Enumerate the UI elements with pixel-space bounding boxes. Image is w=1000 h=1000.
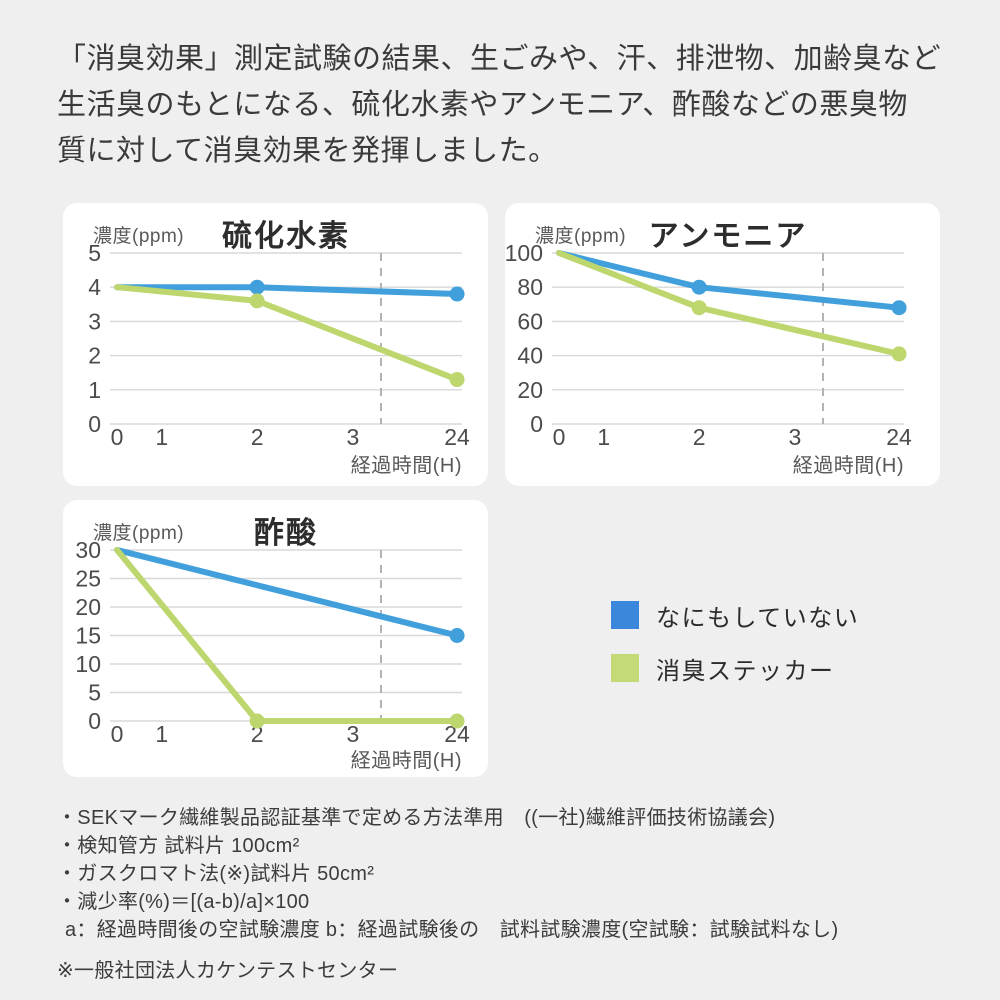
- svg-text:2: 2: [88, 343, 101, 369]
- page-title-line-2: 生活臭のもとになる、硫化水素やアンモニア、酢酸などの悪臭物: [57, 89, 908, 121]
- legend-item-deodorant-sticker: 消臭ステッカー: [611, 654, 859, 685]
- y-axis-label: 濃度(ppm): [93, 226, 185, 247]
- data-point-marker: [449, 628, 465, 643]
- x-axis-label: 経過時間(H): [350, 455, 462, 477]
- data-point-marker: [249, 293, 265, 309]
- footnote-test-center: ※一般社団法人カケンテストセンター: [57, 960, 399, 982]
- data-point-marker: [691, 279, 707, 295]
- svg-text:3: 3: [788, 424, 801, 450]
- svg-text:1: 1: [155, 721, 168, 747]
- svg-text:4: 4: [88, 274, 101, 300]
- svg-text:5: 5: [88, 680, 101, 706]
- footnote-detector-tube: ・検知管方 試料片 100cm²: [57, 835, 300, 857]
- legend-swatch-green: [611, 654, 639, 682]
- series-untreated: [556, 250, 907, 316]
- series-deodorant-sticker: [114, 284, 465, 388]
- svg-text:30: 30: [75, 538, 101, 563]
- svg-text:1: 1: [88, 377, 101, 403]
- chart-title-ammonia: アンモニア: [648, 220, 808, 253]
- data-point-marker: [691, 300, 707, 316]
- svg-text:0: 0: [530, 411, 543, 437]
- x-axis-label: 経過時間(H): [792, 455, 904, 477]
- data-point-marker: [891, 346, 907, 362]
- svg-text:3: 3: [88, 308, 101, 334]
- x-tick-labels: 0 1 2 3 24: [553, 424, 912, 450]
- series-deodorant-sticker: [114, 547, 465, 729]
- legend-swatch-blue: [611, 601, 639, 629]
- y-axis-label: 濃度(ppm): [93, 523, 185, 544]
- x-tick-labels: 0 1 2 3 24: [111, 424, 470, 450]
- svg-text:0: 0: [88, 411, 101, 437]
- acetic-acid-plot: 30 25 20 15 10 5 0 0 1 2 3 24: [63, 537, 488, 753]
- page-title-line-3: 質に対して消臭効果を発揮しました。: [57, 135, 558, 167]
- legend-item-untreated: なにもしていない: [611, 601, 859, 632]
- data-point-marker: [449, 713, 465, 729]
- footnote-variables: a：経過時間後の空試験濃度 b：経過試験後の 試料試験濃度(空試験：試験試料なし…: [65, 919, 839, 941]
- svg-text:40: 40: [517, 343, 543, 369]
- chart-legend: なにもしていない 消臭ステッカー: [611, 601, 859, 707]
- svg-text:100: 100: [505, 241, 543, 266]
- svg-text:0: 0: [111, 424, 124, 450]
- svg-text:10: 10: [75, 651, 101, 677]
- svg-text:0: 0: [88, 708, 101, 734]
- svg-text:24: 24: [444, 424, 470, 450]
- svg-text:60: 60: [517, 308, 543, 334]
- series-deodorant-sticker: [556, 250, 907, 362]
- page-title-line-1: 「消臭効果」測定試験の結果、生ごみや、汗、排泄物、加齢臭など: [57, 43, 942, 75]
- svg-text:20: 20: [517, 377, 543, 403]
- ammonia-chart-card: 濃度(ppm) アンモニア 100 80 60 40 20 0 0 1 2 3 24 経過時間(H): [505, 203, 940, 486]
- svg-text:25: 25: [75, 566, 101, 592]
- chart-title-acetic-acid: 酢酸: [254, 517, 318, 550]
- footnote-reduction-formula: ・減少率(%)＝[(a-b)/a]×100: [57, 891, 310, 913]
- x-axis-label: 経過時間(H): [350, 750, 462, 772]
- ammonia-plot: 100 80 60 40 20 0 0 1 2 3 24: [505, 240, 930, 456]
- svg-text:2: 2: [693, 424, 706, 450]
- svg-text:0: 0: [111, 721, 124, 747]
- y-axis-label: 濃度(ppm): [535, 226, 627, 247]
- hydrogen-sulfide-chart-card: 濃度(ppm) 硫化水素 5 4 3 2 1 0 0 1 2 3 24 経過時間(H): [63, 203, 488, 486]
- data-point-marker: [891, 300, 907, 316]
- svg-text:2: 2: [251, 424, 264, 450]
- svg-text:80: 80: [517, 274, 543, 300]
- chart-title-hydrogen-sulfide: 硫化水素: [222, 220, 350, 253]
- hydrogen-sulfide-plot: 5 4 3 2 1 0 0 1 2 3 24: [63, 240, 488, 456]
- footnote-method: ・SEKマーク繊維製品認証基準で定める方法準用 ((一社)繊維評価技術協議会): [57, 807, 776, 829]
- svg-text:5: 5: [88, 241, 101, 266]
- data-point-marker: [449, 372, 465, 388]
- svg-text:0: 0: [553, 424, 566, 450]
- svg-text:24: 24: [886, 424, 912, 450]
- page-title: 「消臭効果」測定試験の結果、生ごみや、汗、排泄物、加齢臭など 生活臭のもとになる…: [57, 36, 957, 174]
- acetic-acid-chart-card: 濃度(ppm) 酢酸 30 25 20 15 10 5 0 0 1 2 3 24 経過時間(H): [63, 500, 488, 777]
- svg-text:3: 3: [346, 424, 359, 450]
- series-untreated: [114, 279, 465, 302]
- series-untreated: [114, 547, 465, 643]
- data-point-marker: [249, 279, 265, 295]
- footnote-gas-chromatography: ・ガスクロマト法(※)試料片 50cm²: [57, 863, 375, 885]
- legend-label-deodorant-sticker: 消臭ステッカー: [656, 657, 835, 685]
- data-point-marker: [249, 713, 265, 729]
- footnotes: ・SEKマーク繊維製品認証基準で定める方法準用 ((一社)繊維評価技術協議会) …: [57, 804, 967, 985]
- svg-text:3: 3: [346, 721, 359, 747]
- gridlines-and-y-ticks: 5 4 3 2 1 0: [88, 240, 462, 437]
- svg-text:1: 1: [597, 424, 610, 450]
- svg-text:15: 15: [75, 623, 101, 649]
- svg-text:1: 1: [155, 424, 168, 450]
- svg-text:20: 20: [75, 594, 101, 620]
- data-point-marker: [449, 286, 465, 302]
- legend-label-untreated: なにもしていない: [656, 604, 860, 632]
